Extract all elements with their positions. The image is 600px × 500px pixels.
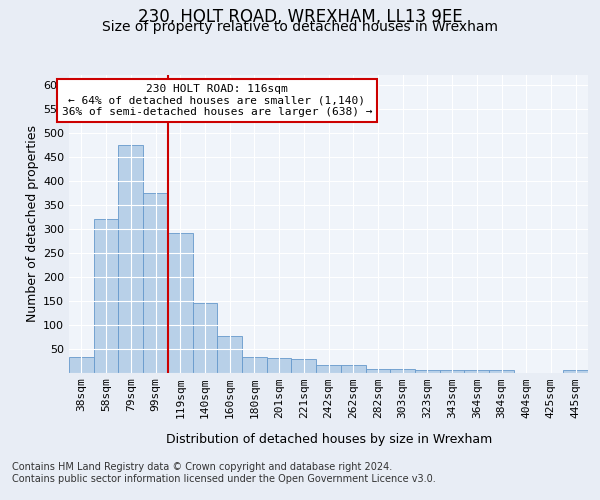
Bar <box>143 192 168 372</box>
Bar <box>217 336 242 372</box>
Text: Size of property relative to detached houses in Wrexham: Size of property relative to detached ho… <box>102 20 498 34</box>
Bar <box>365 368 390 372</box>
Text: 230 HOLT ROAD: 116sqm
← 64% of detached houses are smaller (1,140)
36% of semi-d: 230 HOLT ROAD: 116sqm ← 64% of detached … <box>62 84 372 117</box>
Y-axis label: Number of detached properties: Number of detached properties <box>26 125 39 322</box>
Bar <box>341 365 365 372</box>
Bar <box>464 370 489 372</box>
Bar <box>94 219 118 372</box>
Bar <box>440 370 464 372</box>
Bar <box>316 365 341 372</box>
Bar <box>292 359 316 372</box>
Bar <box>267 358 292 372</box>
Bar <box>242 357 267 372</box>
Bar <box>415 370 440 372</box>
Text: 230, HOLT ROAD, WREXHAM, LL13 9EE: 230, HOLT ROAD, WREXHAM, LL13 9EE <box>137 8 463 26</box>
Bar <box>563 370 588 372</box>
Text: Distribution of detached houses by size in Wrexham: Distribution of detached houses by size … <box>166 432 492 446</box>
Bar <box>489 370 514 372</box>
Bar <box>168 234 193 372</box>
Bar <box>390 368 415 372</box>
Bar <box>118 144 143 372</box>
Bar <box>193 303 217 372</box>
Bar <box>69 357 94 372</box>
Text: Contains HM Land Registry data © Crown copyright and database right 2024.
Contai: Contains HM Land Registry data © Crown c… <box>12 462 436 484</box>
